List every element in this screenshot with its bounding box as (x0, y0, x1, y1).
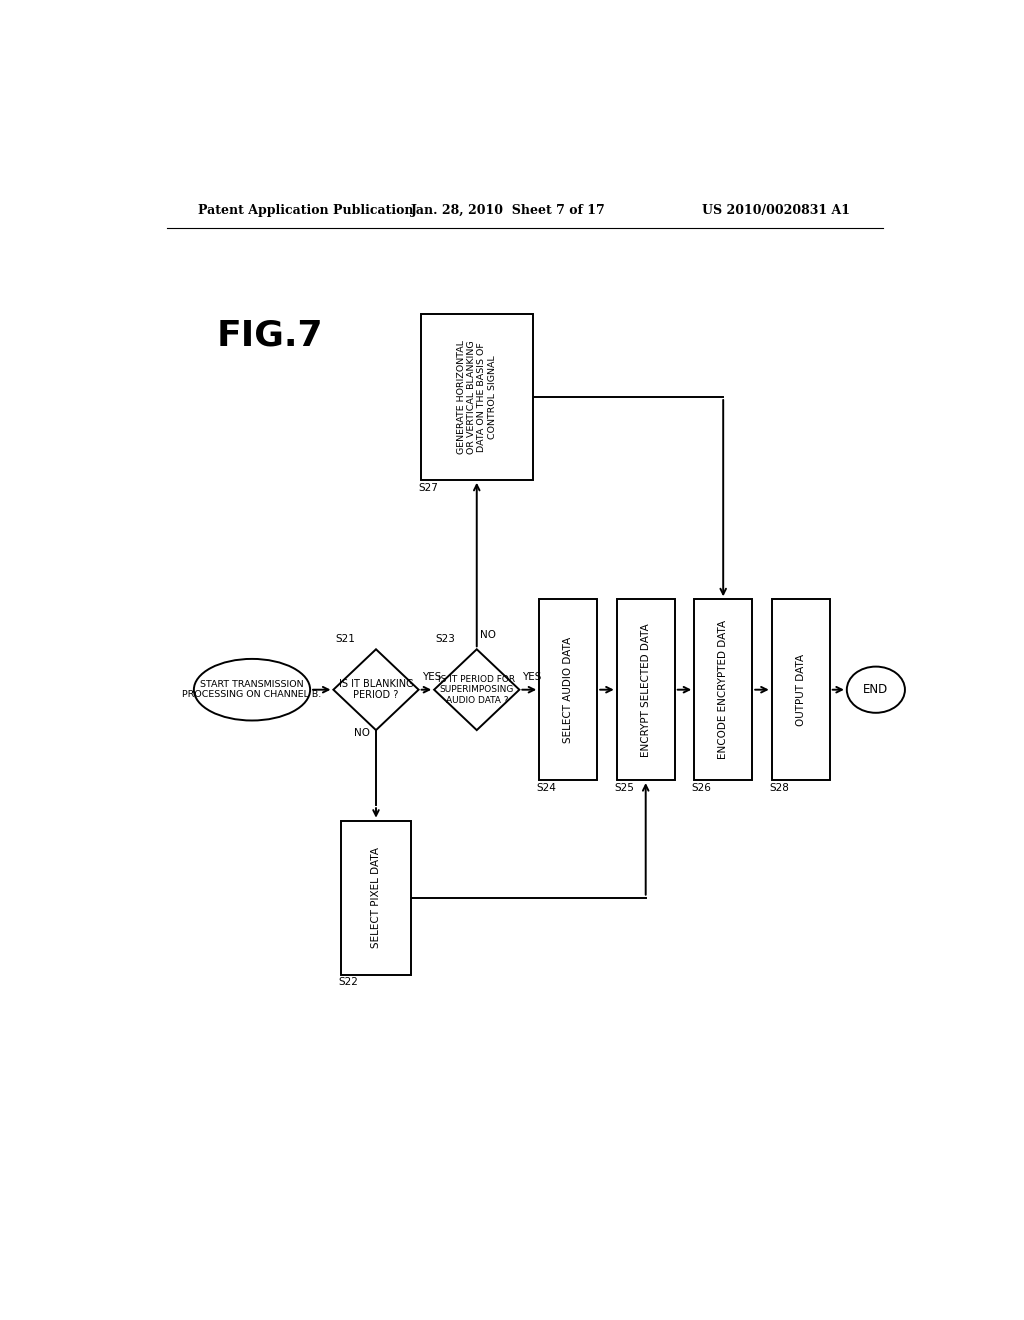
Text: IS IT BLANKING
PERIOD ?: IS IT BLANKING PERIOD ? (339, 678, 414, 701)
Text: OUTPUT DATA: OUTPUT DATA (796, 653, 806, 726)
Text: NO: NO (480, 631, 496, 640)
FancyBboxPatch shape (694, 599, 753, 780)
FancyBboxPatch shape (772, 599, 829, 780)
Text: FIG.7: FIG.7 (217, 318, 324, 352)
Text: S26: S26 (692, 783, 712, 793)
Text: GENERATE HORIZONTAL
OR VERTICAL BLANKING
DATA ON THE BASIS OF
CONTROL SIGNAL: GENERATE HORIZONTAL OR VERTICAL BLANKING… (457, 341, 497, 454)
Text: Jan. 28, 2010  Sheet 7 of 17: Jan. 28, 2010 Sheet 7 of 17 (411, 205, 605, 218)
Text: ENCRYPT SELECTED DATA: ENCRYPT SELECTED DATA (641, 623, 650, 756)
Ellipse shape (847, 667, 905, 713)
Polygon shape (334, 649, 419, 730)
Polygon shape (434, 649, 519, 730)
Text: END: END (863, 684, 889, 696)
Text: Patent Application Publication: Patent Application Publication (198, 205, 414, 218)
Text: IS IT PERIOD FOR
SUPERIMPOSING
AUDIO DATA ?: IS IT PERIOD FOR SUPERIMPOSING AUDIO DAT… (438, 675, 515, 705)
Text: NO: NO (354, 729, 371, 738)
FancyBboxPatch shape (616, 599, 675, 780)
Text: START TRANSMISSION
PROCESSING ON CHANNEL B.: START TRANSMISSION PROCESSING ON CHANNEL… (182, 680, 322, 700)
Ellipse shape (194, 659, 310, 721)
Text: SELECT AUDIO DATA: SELECT AUDIO DATA (563, 636, 573, 743)
FancyBboxPatch shape (341, 821, 411, 974)
Text: US 2010/0020831 A1: US 2010/0020831 A1 (701, 205, 850, 218)
Text: S23: S23 (435, 634, 456, 644)
Text: S22: S22 (339, 977, 358, 987)
FancyBboxPatch shape (540, 599, 597, 780)
Text: SELECT PIXEL DATA: SELECT PIXEL DATA (371, 847, 381, 948)
Text: YES: YES (422, 672, 441, 682)
Text: S27: S27 (418, 483, 438, 492)
Text: YES: YES (522, 672, 542, 682)
Text: ENCODE ENCRYPTED DATA: ENCODE ENCRYPTED DATA (718, 620, 728, 759)
Text: S24: S24 (537, 783, 557, 793)
Text: S28: S28 (769, 783, 790, 793)
Text: S21: S21 (335, 634, 354, 644)
Text: S25: S25 (614, 783, 634, 793)
FancyBboxPatch shape (421, 314, 532, 480)
